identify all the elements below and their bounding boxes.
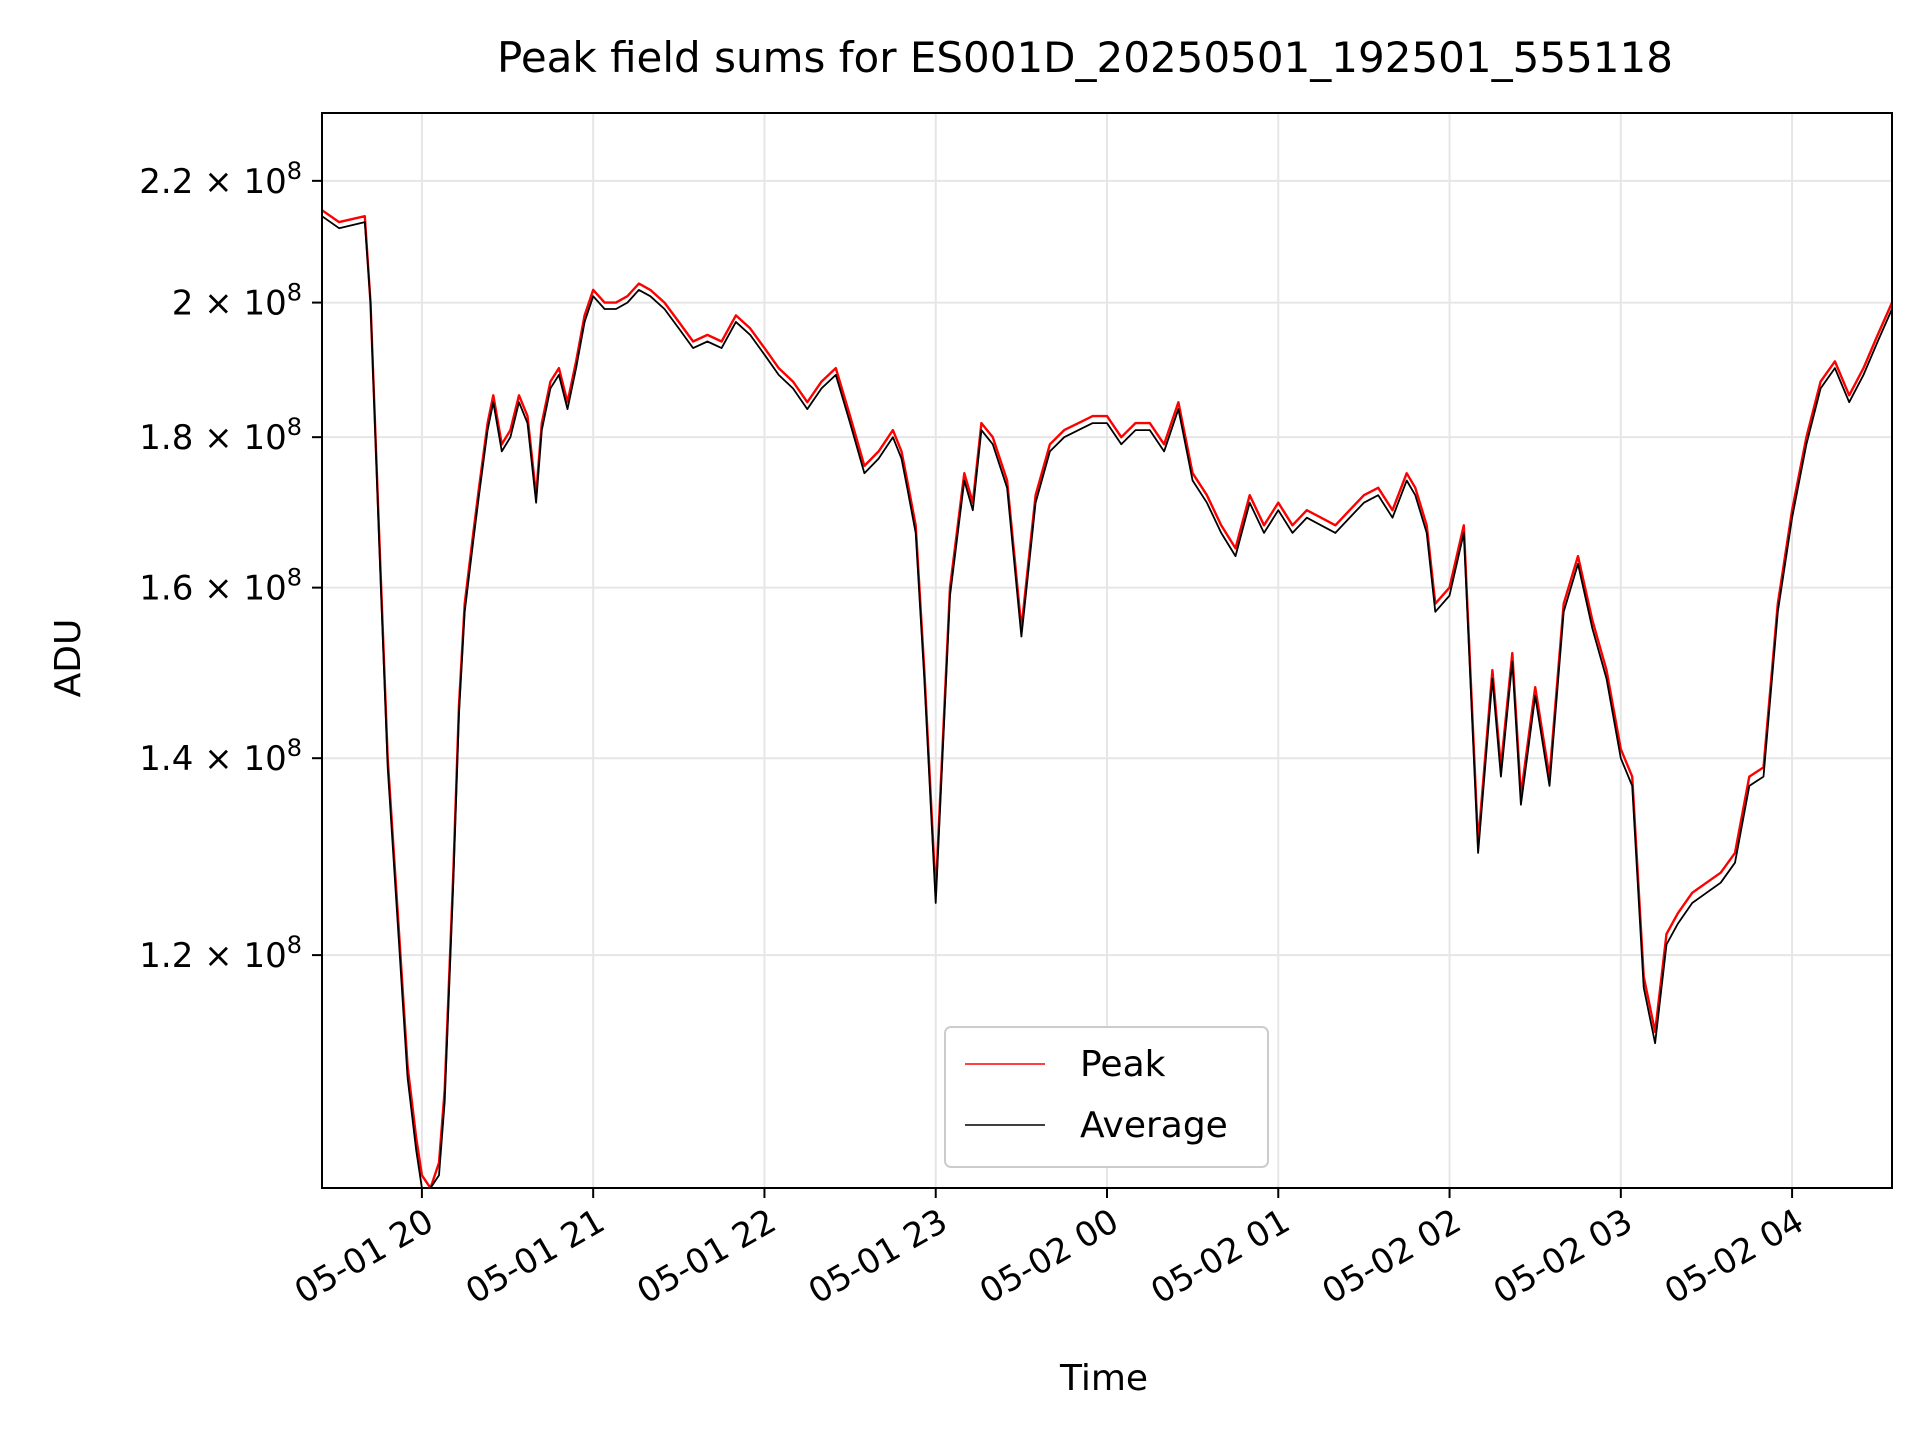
chart-title: Peak field sums for ES001D_20250501_1925… [497, 33, 1673, 82]
series-layer [322, 209, 1892, 1188]
y-axis-label: ADU [48, 619, 89, 698]
y-tick-label: 2 × 108 [172, 279, 302, 324]
y-tick-label: 1.8 × 108 [139, 413, 302, 458]
y-tick-times-ten: × 10 [193, 284, 286, 324]
y-tick-times-ten: × 10 [193, 569, 286, 609]
grid-layer [322, 113, 1892, 1188]
series-line-average [322, 215, 1892, 1188]
y-tick-mantissa: 1.8 [139, 418, 193, 458]
y-tick-mantissa: 1.6 [139, 569, 193, 609]
legend: Peak Average [944, 1026, 1269, 1168]
legend-peak-label: Peak [1080, 1044, 1166, 1085]
y-tick-mantissa: 1.2 [139, 936, 193, 976]
legend-box [944, 1026, 1269, 1168]
y-tick-mantissa: 2.2 [139, 162, 193, 202]
y-tick-mantissa: 2 [172, 284, 194, 324]
y-tick-times-ten: × 10 [193, 739, 286, 779]
y-tick-exponent: 8 [287, 564, 302, 592]
y-tick-label: 1.6 × 108 [139, 564, 302, 609]
legend-average-label: Average [1080, 1105, 1228, 1146]
y-tick-exponent: 8 [287, 734, 302, 762]
y-tick-exponent: 8 [287, 279, 302, 307]
y-tick-exponent: 8 [287, 413, 302, 441]
y-tick-label: 2.2 × 108 [139, 157, 302, 202]
y-tick-label: 1.2 × 108 [139, 931, 302, 976]
y-tick-times-ten: × 10 [193, 936, 286, 976]
y-tick-exponent: 8 [287, 157, 302, 185]
y-tick-label: 1.4 × 108 [139, 734, 302, 779]
x-axis-label: Time [1059, 1358, 1148, 1399]
y-tick-times-ten: × 10 [193, 418, 286, 458]
y-tick-times-ten: × 10 [193, 162, 286, 202]
y-tick-mantissa: 1.4 [139, 739, 193, 779]
y-tick-exponent: 8 [287, 931, 302, 959]
